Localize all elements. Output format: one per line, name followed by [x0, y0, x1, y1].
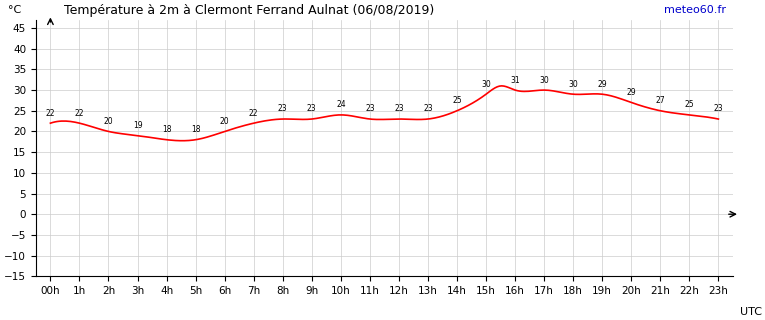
Text: 22: 22: [75, 108, 84, 118]
Text: 29: 29: [627, 88, 636, 97]
Text: 23: 23: [365, 104, 375, 114]
Text: 29: 29: [597, 80, 607, 89]
Text: 23: 23: [278, 104, 288, 114]
Text: 23: 23: [714, 104, 723, 114]
Text: meteo60.fr: meteo60.fr: [664, 4, 726, 15]
Text: 20: 20: [220, 117, 230, 126]
Text: 22: 22: [46, 108, 55, 118]
Text: 20: 20: [104, 117, 113, 126]
Text: 18: 18: [162, 125, 171, 134]
Text: Température à 2m à Clermont Ferrand Aulnat (06/08/2019): Température à 2m à Clermont Ferrand Auln…: [63, 4, 434, 17]
Text: 30: 30: [539, 76, 549, 84]
Text: 30: 30: [568, 80, 578, 89]
Text: 27: 27: [656, 96, 665, 105]
Text: °C: °C: [8, 4, 21, 15]
Text: 22: 22: [249, 108, 259, 118]
Text: 31: 31: [510, 76, 520, 84]
Text: UTC: UTC: [740, 307, 762, 317]
Text: 25: 25: [685, 100, 694, 109]
Text: 30: 30: [481, 80, 491, 89]
Text: 25: 25: [452, 96, 462, 105]
Text: 19: 19: [132, 121, 142, 130]
Text: 24: 24: [336, 100, 346, 109]
Text: 18: 18: [191, 125, 200, 134]
Text: 23: 23: [394, 104, 404, 114]
Text: 23: 23: [307, 104, 317, 114]
Text: 23: 23: [423, 104, 433, 114]
